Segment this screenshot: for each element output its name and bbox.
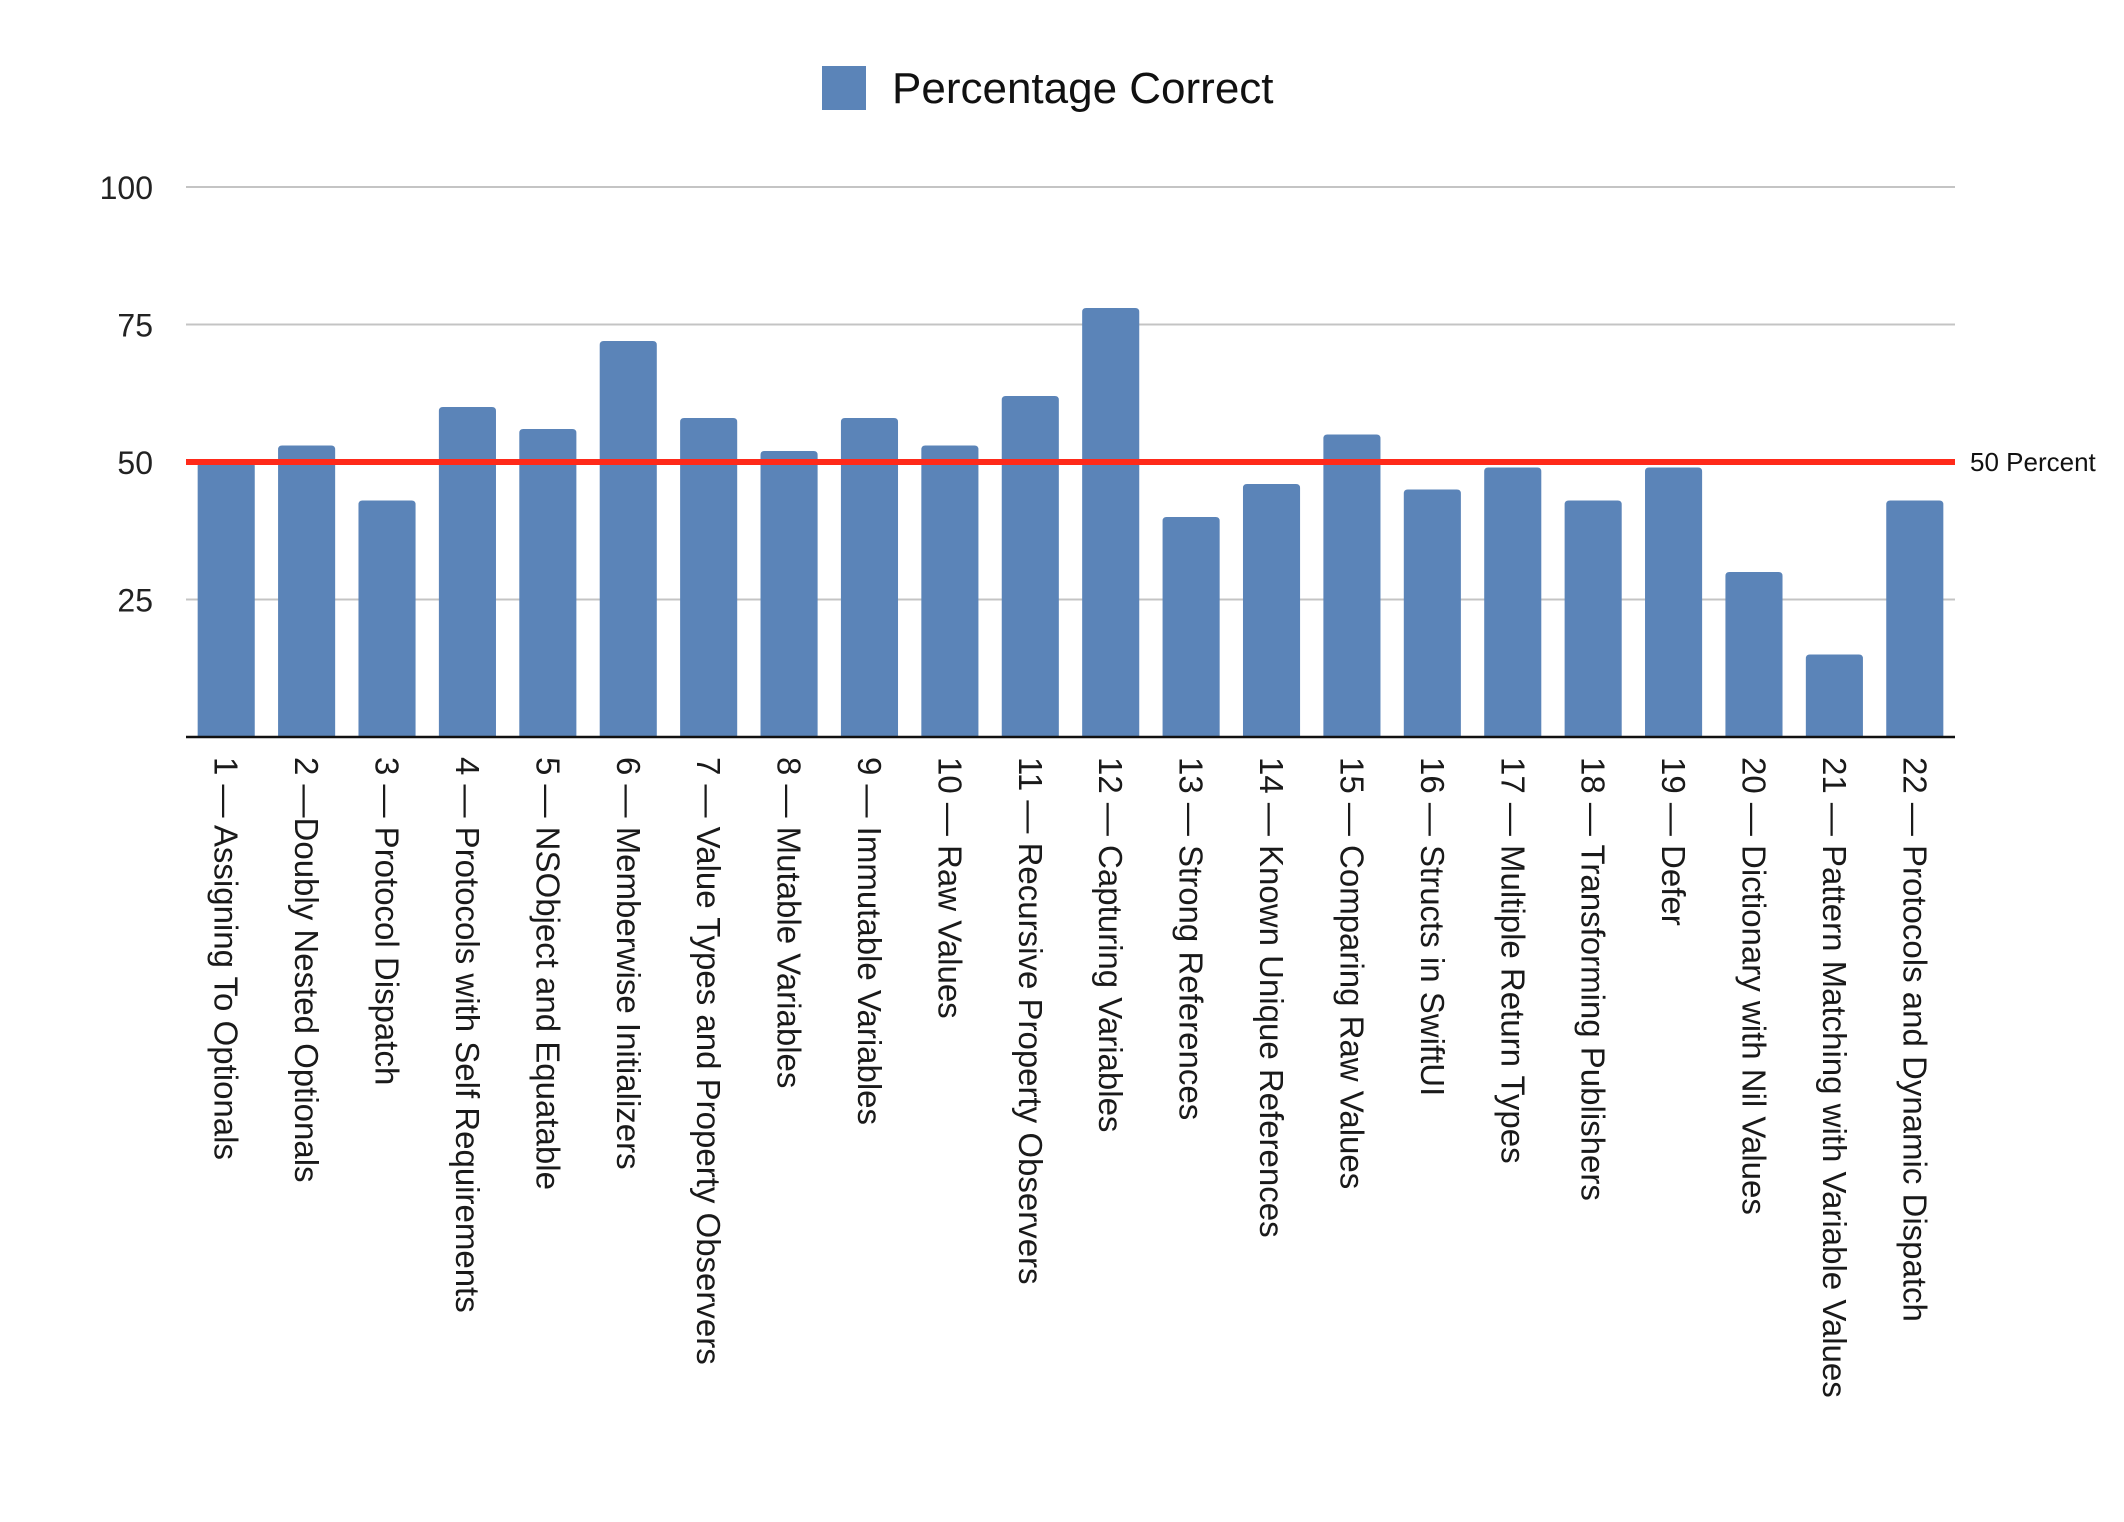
y-tick-label: 100 bbox=[100, 170, 153, 206]
bar-3 bbox=[358, 500, 416, 737]
category-label: 7 — Value Types and Property Observers bbox=[690, 757, 727, 1365]
category-label: 9 — Immutable Variables bbox=[851, 757, 888, 1125]
bar-10 bbox=[921, 445, 979, 737]
bar-9 bbox=[840, 418, 899, 737]
bar-19 bbox=[1645, 467, 1703, 737]
bar-18 bbox=[1564, 500, 1622, 737]
category-label: 17 — Multiple Return Types bbox=[1494, 757, 1531, 1164]
bar-14 bbox=[1242, 484, 1301, 737]
bar-1 bbox=[197, 462, 255, 737]
bar-5 bbox=[519, 429, 577, 737]
category-label: 13 — Strong References bbox=[1173, 757, 1210, 1120]
legend: Percentage Correct bbox=[822, 64, 1274, 113]
bar-16 bbox=[1403, 489, 1461, 737]
category-label: 11 — Recursive Property Observers bbox=[1012, 757, 1049, 1285]
category-label: 14 — Known Unique References bbox=[1253, 757, 1290, 1238]
bar-17 bbox=[1484, 467, 1542, 737]
bar-11 bbox=[1001, 396, 1059, 737]
reference-line-label: 50 Percent bbox=[1970, 447, 2097, 477]
bar-12 bbox=[1082, 308, 1140, 737]
category-label: 12 — Capturing Variables bbox=[1092, 757, 1129, 1132]
category-label: 5 — NSObject and Equatable bbox=[529, 757, 566, 1190]
bar-15 bbox=[1323, 434, 1381, 737]
category-label: 1 — Assigning To Optionals bbox=[208, 757, 245, 1160]
bar-7 bbox=[680, 418, 738, 737]
category-label: 3 — Protocol Dispatch bbox=[369, 757, 406, 1085]
category-label: 22 — Protocols and Dynamic Dispatch bbox=[1896, 757, 1933, 1322]
category-label: 8 — Mutable Variables bbox=[771, 757, 808, 1088]
category-label: 16 — Structs in SwiftUI bbox=[1414, 757, 1451, 1096]
category-label: 21 — Pattern Matching with Variable Valu… bbox=[1816, 757, 1853, 1398]
bar-2 bbox=[278, 445, 336, 737]
bar-4 bbox=[438, 407, 496, 737]
category-label: 18 — Transforming Publishers bbox=[1575, 757, 1612, 1201]
bar-21 bbox=[1805, 654, 1863, 737]
legend-label: Percentage Correct bbox=[892, 64, 1274, 113]
category-label: 10 — Raw Values bbox=[931, 757, 968, 1019]
bar-8 bbox=[760, 451, 818, 737]
y-tick-label: 25 bbox=[117, 583, 153, 619]
legend-swatch bbox=[822, 66, 866, 110]
bar-20 bbox=[1725, 572, 1783, 737]
bar-22 bbox=[1886, 500, 1944, 737]
y-tick-label: 75 bbox=[117, 308, 153, 344]
bar-6 bbox=[599, 341, 657, 737]
axes: 1 — Assigning To Optionals 2 —Doubly Nest… bbox=[186, 735, 1955, 1398]
bar-13 bbox=[1162, 517, 1220, 737]
reference-line-group: 50 Percent bbox=[186, 447, 2097, 477]
category-label: 6 — Memberwise Initializers bbox=[610, 757, 647, 1170]
bars bbox=[197, 308, 1944, 737]
category-label: 4 — Protocols with Self Requirements bbox=[449, 757, 486, 1313]
category-label: 19 — Defer bbox=[1655, 757, 1692, 926]
category-label: 20 — Dictionary with Nil Values bbox=[1735, 757, 1772, 1215]
category-label: 15 — Comparing Raw Values bbox=[1333, 757, 1370, 1189]
category-label: 2 —Doubly Nested Optionals bbox=[288, 757, 325, 1183]
y-tick-label: 50 bbox=[117, 445, 153, 481]
